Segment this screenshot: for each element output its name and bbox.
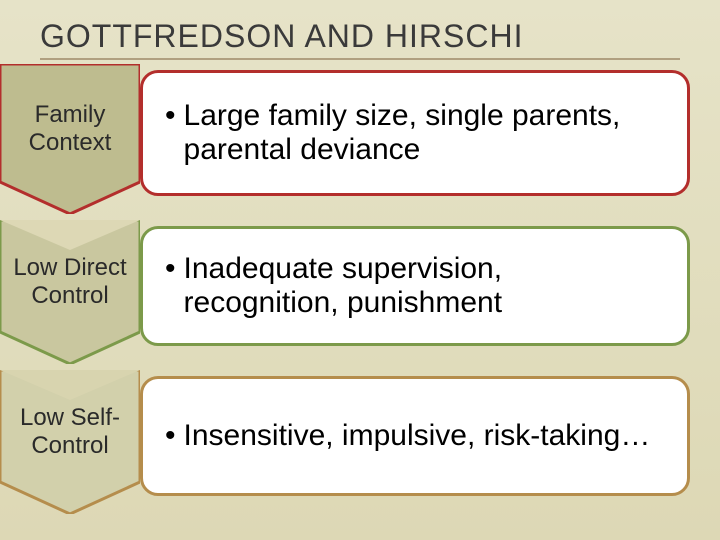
chevron-family-context: Family Context: [0, 64, 140, 214]
bullet-item: • Insensitive, impulsive, risk-taking…: [165, 419, 650, 454]
chevron-low-self-control: Low Self-Control: [0, 370, 140, 514]
bullet-item: • Large family size, single parents, par…: [165, 99, 665, 168]
chevron-low-direct-control: Low Direct Control: [0, 220, 140, 364]
bullet-dot-icon: •: [165, 252, 176, 285]
bullet-dot-icon: •: [165, 419, 176, 452]
chevron-label: Low Self-Control: [0, 370, 140, 514]
bubble-low-direct-control: • Inadequate supervision, recognition, p…: [140, 226, 690, 346]
bullet-item: • Inadequate supervision, recognition, p…: [165, 252, 665, 321]
bullet-text: Large family size, single parents, paren…: [184, 99, 665, 168]
row-low-direct-control: Low Direct Control • Inadequate supervis…: [0, 220, 720, 364]
bubble-family-context: • Large family size, single parents, par…: [140, 70, 690, 196]
bubble-low-self-control: • Insensitive, impulsive, risk-taking…: [140, 376, 690, 496]
row-family-context: Family Context • Large family size, sing…: [0, 64, 720, 214]
page-title: GOTTFREDSON AND HIRSCHI: [40, 18, 523, 55]
bullet-text: Insensitive, impulsive, risk-taking…: [184, 419, 651, 454]
title-underline: [40, 58, 680, 60]
bullet-text: Inadequate supervision, recognition, pun…: [184, 252, 665, 321]
row-low-self-control: Low Self-Control • Insensitive, impulsiv…: [0, 370, 720, 514]
bullet-dot-icon: •: [165, 99, 176, 132]
chevron-label: Family Context: [0, 64, 140, 214]
chevron-label: Low Direct Control: [0, 220, 140, 364]
